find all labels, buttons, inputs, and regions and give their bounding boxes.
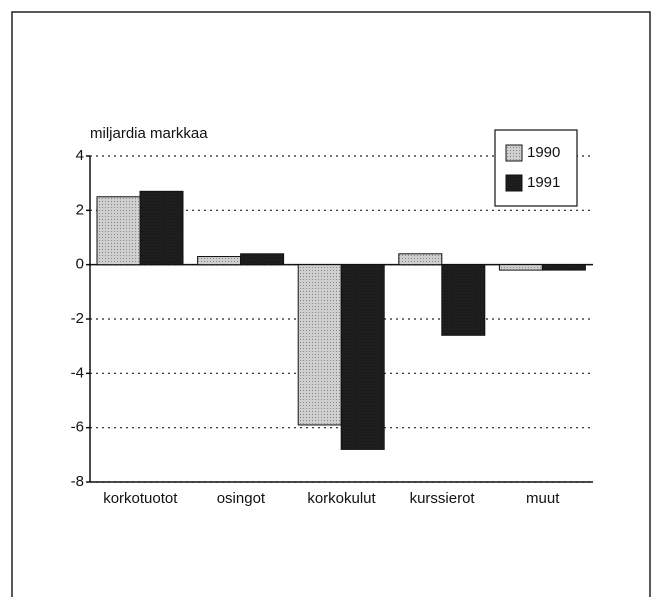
y-tick-label: -8 [71, 473, 84, 490]
y-tick-label: -6 [71, 419, 84, 436]
bar-texture [341, 264, 385, 450]
x-tick-label: kurssierot [410, 490, 476, 507]
y-tick-label: 0 [76, 256, 84, 273]
y-tick-label: -2 [71, 310, 84, 327]
bar-texture [398, 253, 442, 265]
y-tick-label: 2 [76, 201, 84, 218]
legend-label: 1990 [527, 144, 560, 161]
x-tick-label: osingot [217, 490, 266, 507]
legend-label: 1991 [527, 174, 560, 191]
bar-texture [542, 264, 586, 271]
legend-swatch-texture [506, 145, 522, 161]
x-tick-label: korkokulut [307, 490, 376, 507]
y-tick-label: 4 [76, 147, 84, 164]
bar-texture [240, 253, 284, 265]
x-tick-label: muut [526, 490, 560, 507]
bar-texture [298, 264, 342, 425]
frame [11, 11, 651, 597]
legend-swatch-texture [506, 175, 522, 191]
y-tick-label: -4 [71, 364, 84, 381]
bar-texture [441, 264, 485, 336]
legend-box [494, 129, 578, 207]
bar-texture [499, 264, 543, 271]
x-tick-label: korkotuotot [103, 490, 178, 507]
y-axis-label: miljardia markkaa [90, 125, 208, 142]
bar-texture [97, 196, 140, 265]
bar-texture [140, 191, 183, 265]
bar-texture [197, 256, 241, 265]
